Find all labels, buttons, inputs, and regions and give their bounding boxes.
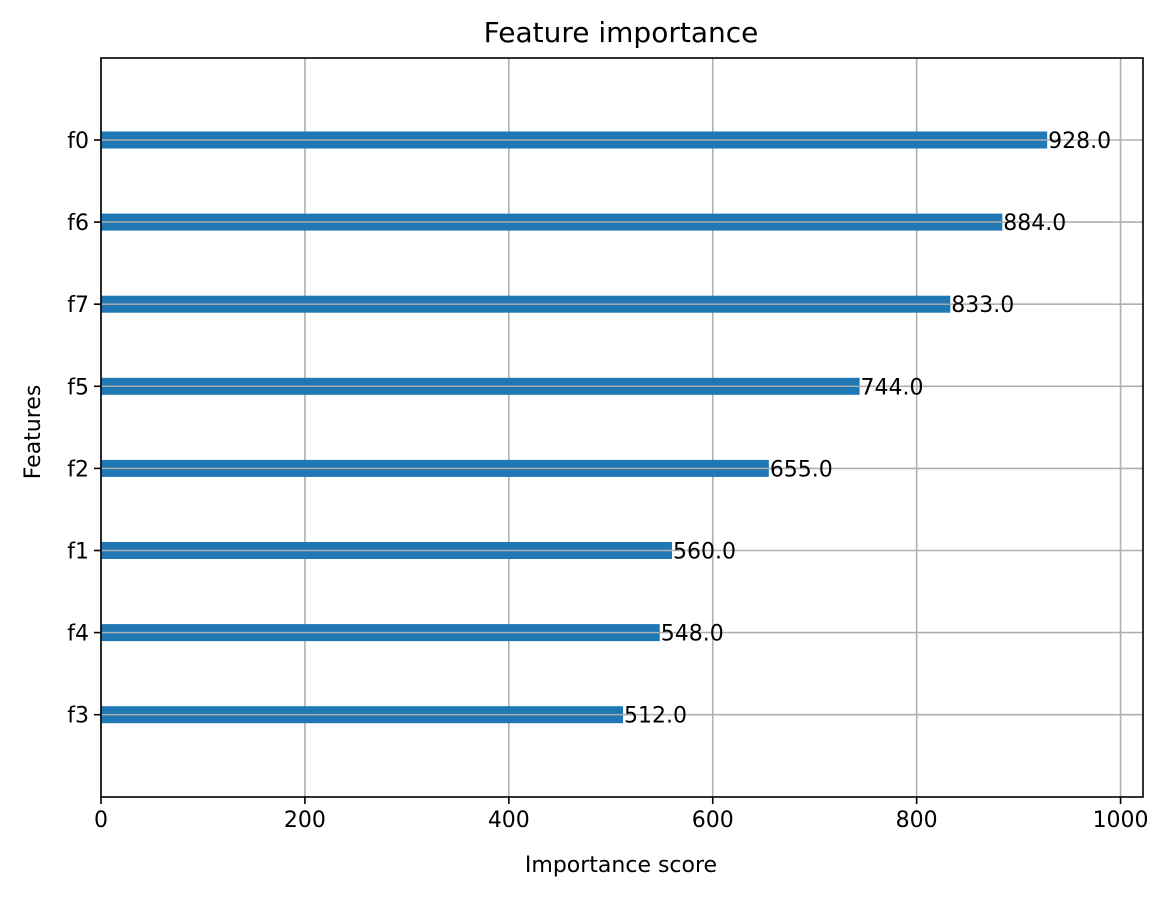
y-tick-label: f3 bbox=[67, 704, 89, 729]
grid-lines bbox=[100, 58, 1143, 797]
data-label-f4: 548.0 bbox=[661, 622, 724, 647]
x-axis-label: Importance score bbox=[525, 853, 717, 878]
data-label-f2: 655.0 bbox=[770, 457, 833, 482]
bars bbox=[101, 131, 1048, 724]
y-tick-label: f7 bbox=[67, 293, 89, 318]
data-labels: 928.0 884.0 833.0 744.0 655.0 560.0 548.0 512.0 bbox=[624, 129, 1111, 729]
y-tick-label: f5 bbox=[67, 375, 89, 400]
data-label-f1: 560.0 bbox=[673, 540, 736, 565]
axis-ticks: 0 200 400 600 800 1000 f0 f6 f7 f5 f2 f1 f4 f3 bbox=[67, 129, 1148, 833]
y-axis-label: Features bbox=[21, 385, 46, 480]
data-label-f6: 884.0 bbox=[1003, 211, 1066, 236]
x-tick-label: 400 bbox=[488, 808, 530, 833]
x-tick-label: 200 bbox=[284, 808, 326, 833]
x-tick-label: 800 bbox=[896, 808, 938, 833]
data-label-f0: 928.0 bbox=[1048, 129, 1111, 154]
plot-frame bbox=[100, 57, 1144, 798]
y-tick-label: f0 bbox=[67, 129, 89, 154]
y-tick-label: f2 bbox=[67, 457, 89, 482]
data-label-f5: 744.0 bbox=[861, 375, 924, 400]
data-label-f7: 833.0 bbox=[951, 293, 1014, 318]
y-tick-label: f6 bbox=[67, 211, 89, 236]
x-tick-label: 0 bbox=[94, 808, 108, 833]
data-label-f3: 512.0 bbox=[624, 704, 687, 729]
x-tick-label: 600 bbox=[692, 808, 734, 833]
chart-title: Feature importance bbox=[484, 16, 759, 49]
x-tick-label: 1000 bbox=[1093, 808, 1149, 833]
y-tick-label: f4 bbox=[67, 622, 89, 647]
y-tick-label: f1 bbox=[67, 540, 89, 565]
